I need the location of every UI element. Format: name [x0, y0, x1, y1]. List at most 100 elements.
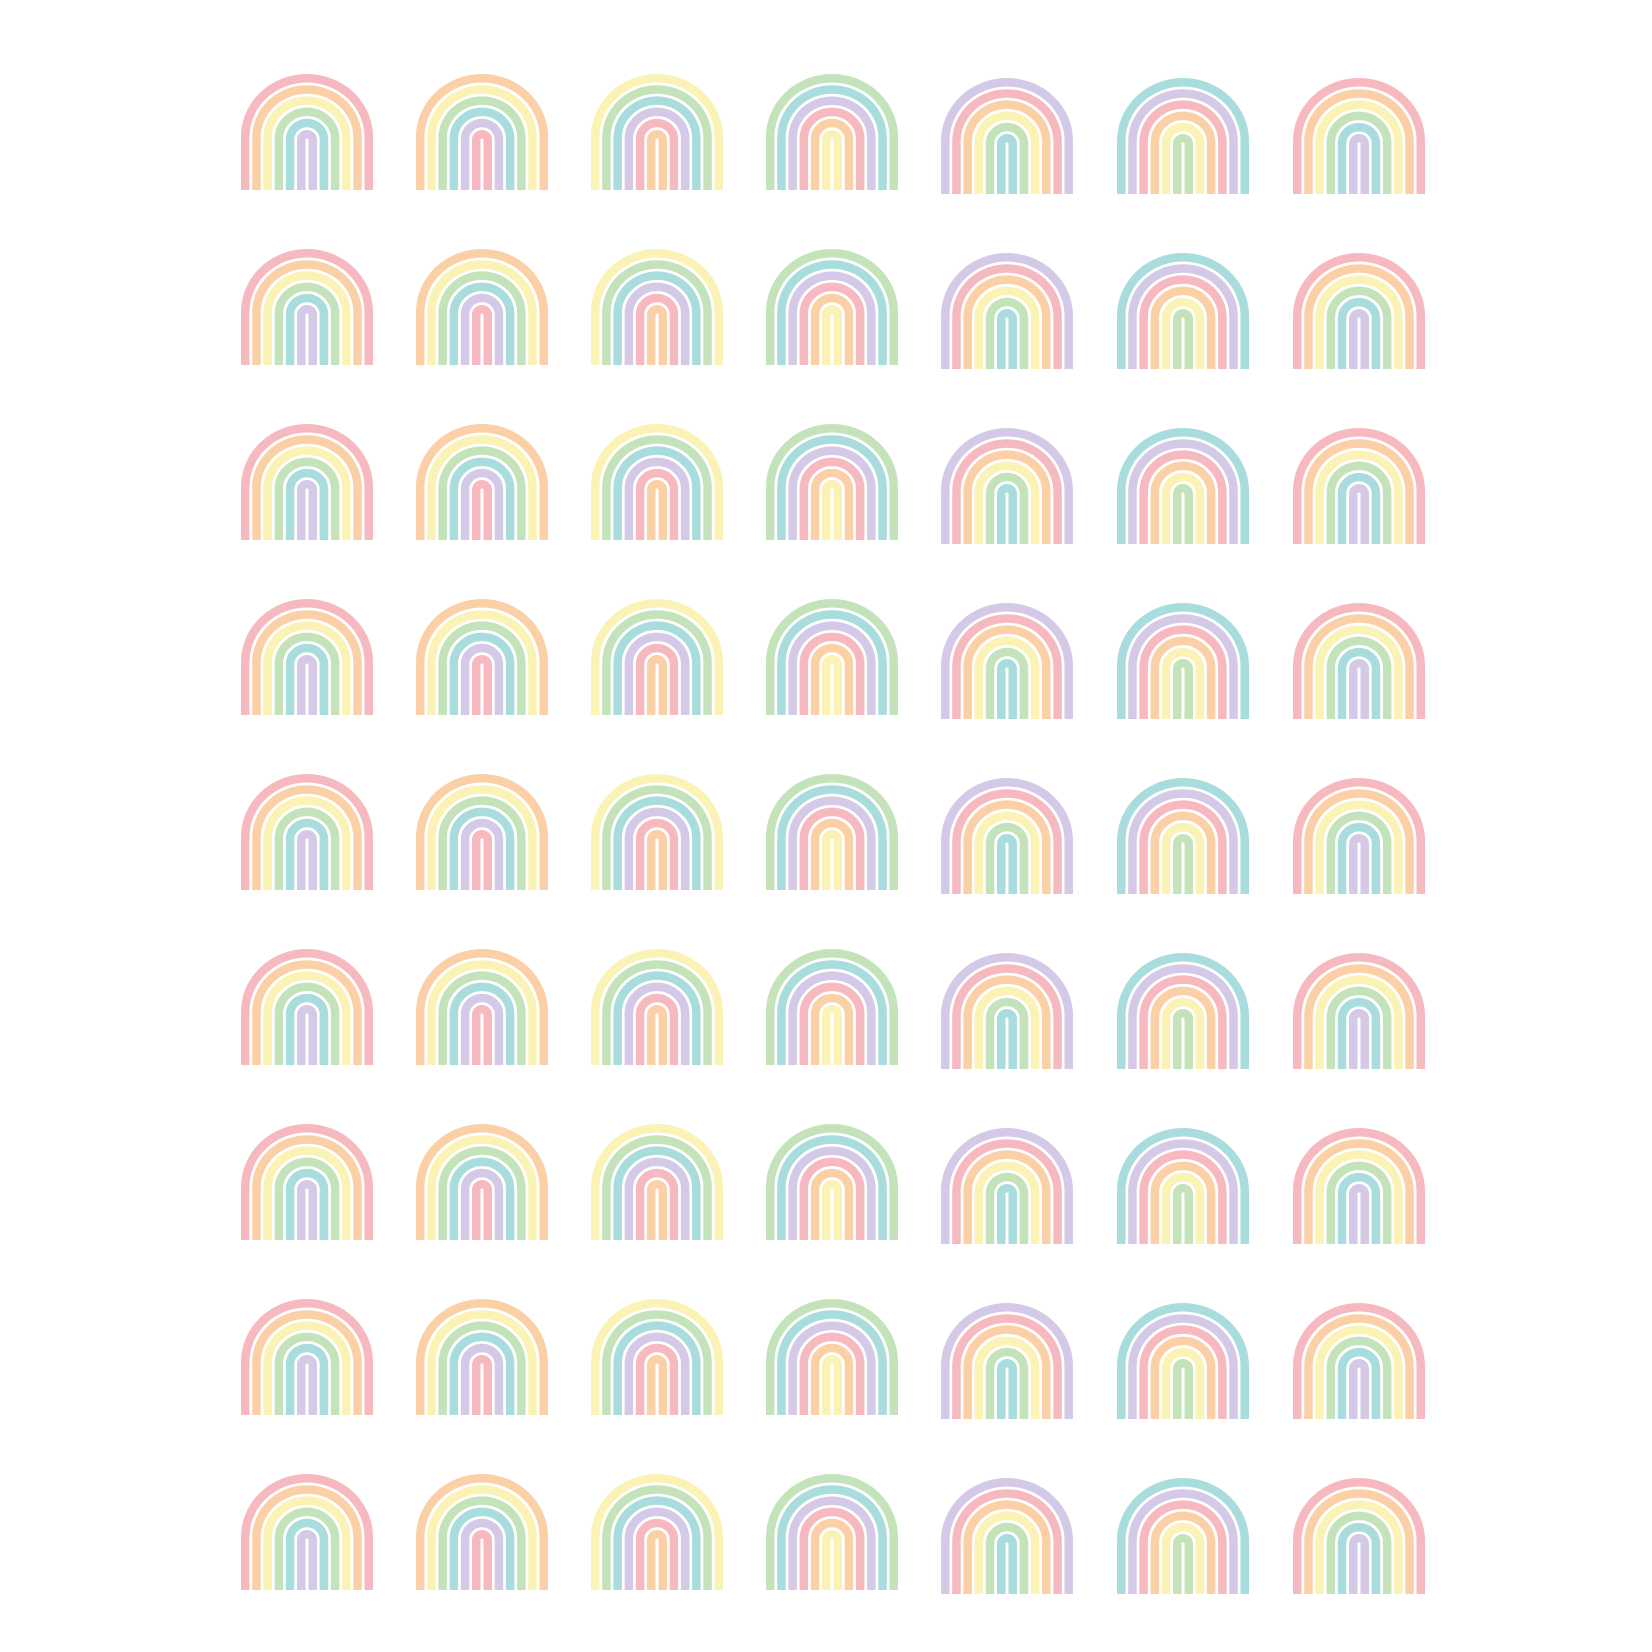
rainbow-band: [1315, 1150, 1403, 1244]
rainbow-band: [1349, 484, 1369, 544]
rainbow-sticker: [1117, 253, 1249, 369]
rainbow-band: [1139, 1325, 1227, 1419]
rainbow-band: [1315, 100, 1403, 194]
rainbow-band: [285, 1343, 329, 1415]
rainbow-band: [297, 830, 317, 890]
rainbow-band: [799, 807, 865, 890]
rainbow-band: [602, 260, 712, 365]
rainbow-band: [1161, 297, 1205, 369]
rainbow-sticker: [591, 949, 723, 1065]
rainbow-sticker: [416, 249, 548, 365]
rainbow-sticker: [416, 949, 548, 1065]
rainbow-band: [460, 993, 504, 1065]
rainbow-band: [635, 818, 679, 890]
rainbow-band: [602, 85, 712, 190]
rainbow-band: [1161, 1172, 1205, 1244]
rainbow-band: [1337, 1522, 1381, 1594]
rainbow-band: [1337, 822, 1381, 894]
rainbow-band: [449, 282, 515, 365]
rainbow-band: [1349, 1009, 1369, 1069]
rainbow-band: [974, 1511, 1040, 1594]
rainbow-band: [1139, 800, 1227, 894]
rainbow-band: [460, 1343, 504, 1415]
rainbow-band: [941, 778, 1073, 894]
rainbow-band: [799, 1157, 865, 1240]
rainbow-band: [1315, 1500, 1403, 1594]
rainbow-band: [1304, 1314, 1414, 1419]
rainbow-band: [963, 975, 1051, 1069]
rainbow-sticker: [241, 774, 373, 890]
rainbow-band: [602, 1135, 712, 1240]
rainbow-sticker: [591, 1474, 723, 1590]
rainbow-band: [1293, 1303, 1425, 1419]
rainbow-band: [460, 118, 504, 190]
rainbow-band: [1128, 439, 1238, 544]
rainbow-band: [1315, 625, 1403, 719]
rainbow-band: [997, 134, 1017, 194]
rainbow-sticker: [591, 74, 723, 190]
rainbow-band: [472, 830, 492, 890]
rainbow-band: [799, 282, 865, 365]
rainbow-band: [635, 1343, 679, 1415]
rainbow-band: [1173, 659, 1193, 719]
rainbow-band: [1337, 647, 1381, 719]
rainbow-band: [822, 655, 842, 715]
rainbow-band: [416, 1299, 548, 1415]
rainbow-band: [427, 1135, 537, 1240]
rainbow-band: [1315, 450, 1403, 544]
rainbow-band: [416, 1474, 548, 1590]
rainbow-band: [810, 1343, 854, 1415]
rainbow-band: [1304, 264, 1414, 369]
rainbow-band: [1161, 997, 1205, 1069]
rainbow-band: [297, 305, 317, 365]
rainbow-band: [297, 1355, 317, 1415]
rainbow-sticker: [416, 1474, 548, 1590]
rainbow-sticker: [1117, 1303, 1249, 1419]
rainbow-band: [635, 468, 679, 540]
rainbow-band: [1293, 603, 1425, 719]
rainbow-band: [1304, 439, 1414, 544]
rainbow-band: [766, 949, 898, 1065]
rainbow-sticker: [1293, 778, 1425, 894]
rainbow-band: [624, 982, 690, 1065]
rainbow-band: [1150, 461, 1216, 544]
rainbow-band: [241, 74, 373, 190]
rainbow-band: [591, 599, 723, 715]
rainbow-sticker: [941, 428, 1073, 544]
rainbow-sticker: [1293, 428, 1425, 544]
rainbow-band: [285, 1518, 329, 1590]
rainbow-band: [252, 610, 362, 715]
rainbow-band: [952, 1489, 1062, 1594]
rainbow-sticker: [1117, 1128, 1249, 1244]
rainbow-band: [647, 1530, 667, 1590]
rainbow-sticker: [416, 1299, 548, 1415]
rainbow-band: [416, 424, 548, 540]
rainbow-band: [788, 1496, 876, 1590]
rainbow-band: [1117, 1478, 1249, 1594]
rainbow-band: [997, 1359, 1017, 1419]
rainbow-band: [285, 118, 329, 190]
rainbow-band: [1349, 1359, 1369, 1419]
rainbow-band: [427, 260, 537, 365]
rainbow-band: [799, 1332, 865, 1415]
rainbow-band: [274, 632, 340, 715]
rainbow-band: [941, 78, 1073, 194]
rainbow-band: [460, 818, 504, 890]
rainbow-band: [263, 796, 351, 890]
rainbow-band: [1293, 428, 1425, 544]
rainbow-band: [1128, 964, 1238, 1069]
rainbow-band: [602, 1310, 712, 1415]
rainbow-band: [1128, 1489, 1238, 1594]
rainbow-band: [1293, 1128, 1425, 1244]
rainbow-band: [777, 260, 887, 365]
rainbow-band: [297, 1005, 317, 1065]
rainbow-band: [449, 807, 515, 890]
rainbow-band: [263, 971, 351, 1065]
rainbow-band: [810, 993, 854, 1065]
rainbow-band: [252, 1310, 362, 1415]
rainbow-band: [1128, 614, 1238, 719]
rainbow-band: [472, 655, 492, 715]
rainbow-band: [952, 89, 1062, 194]
rainbow-sticker: [1117, 1478, 1249, 1594]
